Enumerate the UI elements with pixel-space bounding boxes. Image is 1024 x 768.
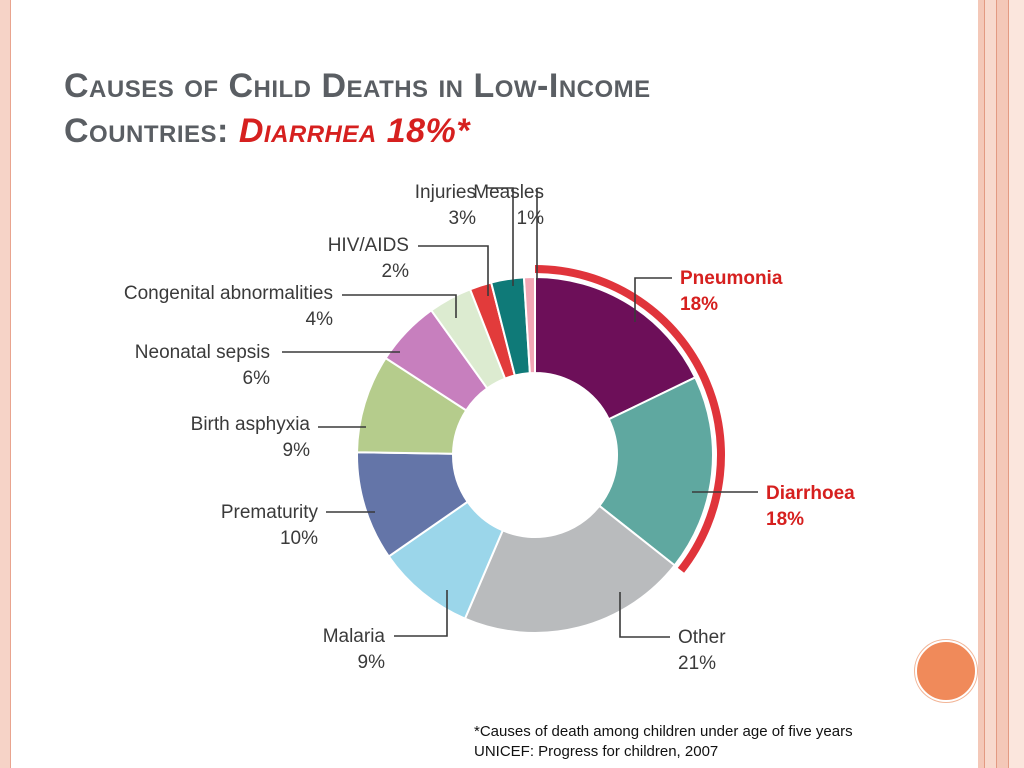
leader-line-congenital-abnormalities	[342, 294, 457, 318]
label-diarrhoea: Diarrhoea	[766, 483, 855, 504]
value-label-prematurity: 10%	[280, 528, 318, 549]
label-malaria: Malaria	[323, 626, 386, 647]
leader-line-other	[619, 592, 670, 638]
footnote-line1: *Causes of death among children under ag…	[474, 723, 853, 740]
value-label-other: 21%	[678, 653, 716, 674]
slide-frame-left	[0, 0, 11, 768]
value-label-injuries: 3%	[449, 208, 477, 229]
slice-pneumonia	[534, 275, 697, 421]
label-congenital-abnormalities: Congenital abnormalities	[124, 283, 333, 304]
leader-line-malaria	[394, 590, 448, 637]
donut-ring	[356, 275, 714, 634]
footnote-line2: UNICEF: Progress for children, 2007	[474, 743, 719, 760]
value-label-birth-asphyxia: 9%	[283, 440, 311, 461]
label-prematurity: Prematurity	[221, 502, 319, 523]
slice-other	[463, 504, 677, 634]
decorative-orb	[915, 640, 977, 702]
label-pneumonia: Pneumonia	[680, 268, 783, 289]
slide-title: Causes of Child Deaths in Low-Income Cou…	[64, 64, 824, 154]
footnote: *Causes of death among children under ag…	[474, 722, 853, 762]
label-neonatal-sepsis: Neonatal sepsis	[135, 342, 270, 363]
value-label-neonatal-sepsis: 6%	[243, 368, 271, 389]
slide-frame-right	[978, 0, 1024, 768]
leader-line-pneumonia	[634, 277, 672, 322]
leader-line-injuries	[486, 187, 514, 286]
title-highlight: Diarrhea 18%*	[238, 112, 470, 150]
slice-measles	[522, 275, 536, 375]
title-line1: Causes of Child Deaths in Low-Income	[64, 67, 651, 105]
leader-line-hiv-aids	[418, 245, 489, 296]
title-line2-prefix: Countries:	[64, 112, 239, 150]
label-measles: Measles	[473, 182, 544, 203]
value-label-congenital-abnormalities: 4%	[306, 309, 334, 330]
label-hiv-aids: HIV/AIDS	[328, 235, 409, 256]
value-label-malaria: 9%	[358, 652, 386, 673]
label-birth-asphyxia: Birth asphyxia	[191, 414, 311, 435]
value-label-pneumonia: 18%	[680, 294, 718, 315]
value-label-diarrhoea: 18%	[766, 509, 804, 530]
value-label-hiv-aids: 2%	[382, 261, 410, 282]
slice-diarrhoea	[597, 376, 714, 567]
label-injuries: Injuries	[415, 182, 476, 203]
label-other: Other	[678, 627, 726, 648]
value-label-measles: 1%	[517, 208, 545, 229]
